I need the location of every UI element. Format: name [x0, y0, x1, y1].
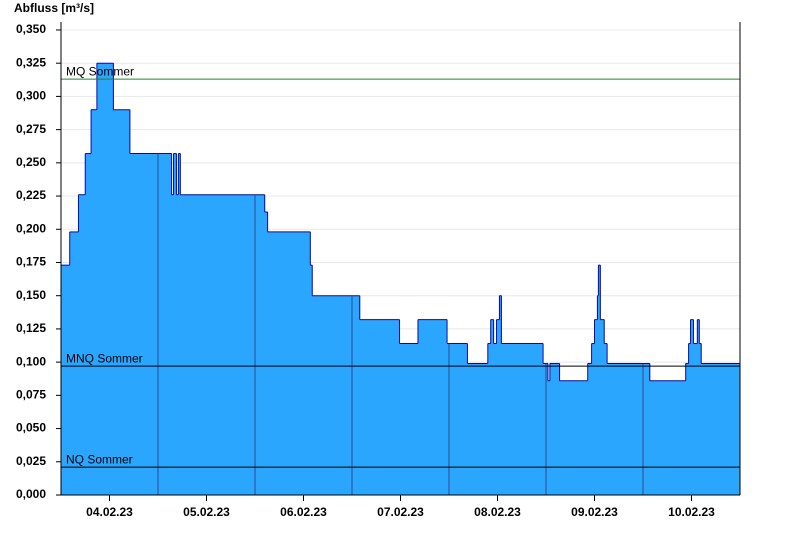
area-step — [701, 363, 741, 495]
y-tick-label: 0,050 — [16, 421, 46, 435]
area-step — [499, 295, 502, 495]
area-step — [591, 343, 595, 495]
area-step — [359, 319, 400, 495]
y-tick-label: 0,300 — [16, 89, 46, 103]
area-step — [549, 363, 560, 495]
area-step — [604, 343, 608, 495]
area-step — [690, 319, 694, 495]
area-step — [490, 319, 495, 495]
area-step — [699, 343, 702, 495]
y-tick-label: 0,175 — [16, 255, 46, 269]
area-step — [113, 109, 131, 495]
area-step — [649, 380, 687, 495]
chart-title: Abfluss [m³/s] — [14, 1, 94, 15]
area-step — [496, 319, 500, 495]
y-tick-label: 0,250 — [16, 155, 46, 169]
area-step — [417, 319, 448, 495]
y-tick-label: 0,325 — [16, 55, 46, 69]
x-tick-label: 05.02.23 — [183, 505, 230, 519]
area-step — [173, 153, 177, 496]
y-tick-label: 0,125 — [16, 321, 46, 335]
area-step — [267, 231, 311, 495]
area-step — [176, 194, 179, 495]
y-tick-label: 0,075 — [16, 388, 46, 402]
area-step — [447, 343, 468, 495]
y-tick-label: 0,350 — [16, 22, 46, 36]
area-step — [129, 153, 172, 496]
area-step — [693, 343, 698, 495]
area-step — [598, 265, 601, 495]
area-step — [688, 343, 691, 495]
y-tick-label: 0,275 — [16, 122, 46, 136]
area-step — [467, 363, 489, 495]
y-tick-label: 0,200 — [16, 221, 46, 235]
x-tick-label: 09.02.23 — [571, 505, 618, 519]
area-step — [312, 295, 361, 495]
area-step — [171, 194, 174, 495]
area-step — [61, 265, 71, 495]
area-step — [91, 109, 98, 495]
x-tick-label: 04.02.23 — [86, 505, 133, 519]
x-tick-label: 10.02.23 — [668, 505, 715, 519]
area-step — [399, 343, 419, 495]
area-step — [69, 231, 79, 495]
area-step — [487, 343, 492, 495]
reference-label: MNQ Sommer — [66, 351, 143, 365]
area-step — [180, 194, 266, 495]
area-step — [178, 153, 181, 496]
x-tick-label: 07.02.23 — [377, 505, 424, 519]
area-step — [597, 295, 599, 495]
area-step — [685, 363, 689, 495]
area-step — [697, 319, 700, 495]
y-tick-label: 0,225 — [16, 188, 46, 202]
area-step — [96, 63, 114, 495]
area-step — [78, 194, 86, 495]
area-step — [85, 153, 92, 496]
area-step — [600, 319, 605, 495]
area-step — [607, 363, 651, 495]
reference-label: NQ Sommer — [66, 452, 133, 466]
area-step — [594, 319, 598, 495]
x-tick-label: 06.02.23 — [280, 505, 327, 519]
area-step — [547, 380, 551, 495]
y-tick-label: 0,100 — [16, 354, 46, 368]
area-step — [264, 211, 269, 495]
reference-label: MQ Sommer — [66, 64, 134, 78]
area-step — [587, 363, 592, 495]
area-step — [559, 380, 589, 495]
y-tick-label: 0,000 — [16, 487, 46, 501]
area-step — [493, 343, 497, 495]
area-step — [310, 265, 313, 495]
y-tick-label: 0,150 — [16, 288, 46, 302]
x-tick-label: 08.02.23 — [474, 505, 521, 519]
y-tick-label: 0,025 — [16, 454, 46, 468]
area-step — [501, 343, 544, 495]
